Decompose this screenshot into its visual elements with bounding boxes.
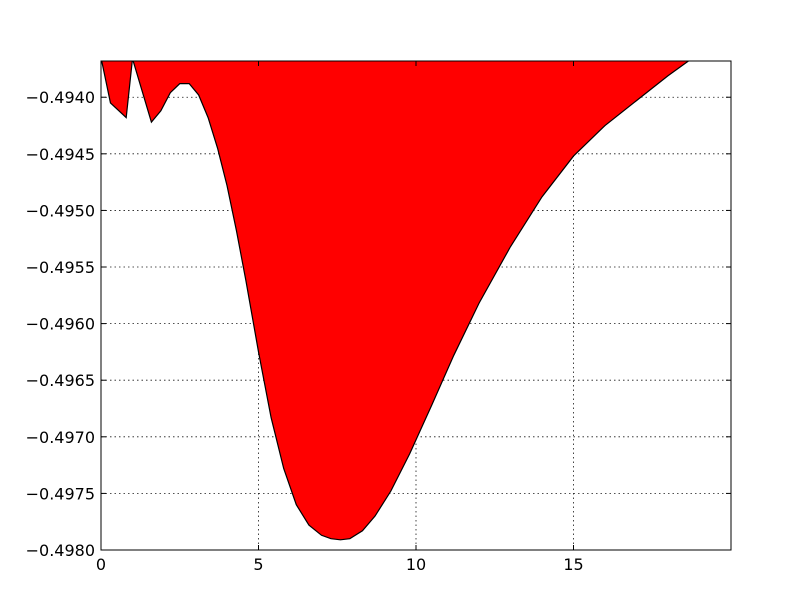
y-tick-label: −0.4965 — [26, 371, 95, 390]
y-tick-label: −0.4940 — [26, 88, 95, 107]
x-axis: 0 5 10 15 — [96, 61, 584, 574]
x-tick-label: 15 — [563, 555, 583, 574]
area-fill — [101, 61, 731, 540]
y-tick-label: −0.4955 — [26, 258, 95, 277]
y-tick-label: −0.4975 — [26, 484, 95, 503]
y-tick-label: −0.4960 — [26, 315, 95, 334]
series-line — [101, 61, 690, 541]
y-tick-label: −0.4945 — [26, 145, 95, 164]
x-tick-label: 10 — [406, 555, 426, 574]
x-tick-label: 0 — [96, 555, 106, 574]
y-tick-label: −0.4980 — [26, 541, 95, 560]
y-tick-label: −0.4950 — [26, 201, 95, 220]
y-axis: −0.4940 −0.4945 −0.4950 −0.4955 −0.4960 −0.49… — [26, 88, 731, 560]
x-tick-label: 5 — [253, 555, 263, 574]
y-tick-label: −0.4970 — [26, 428, 95, 447]
